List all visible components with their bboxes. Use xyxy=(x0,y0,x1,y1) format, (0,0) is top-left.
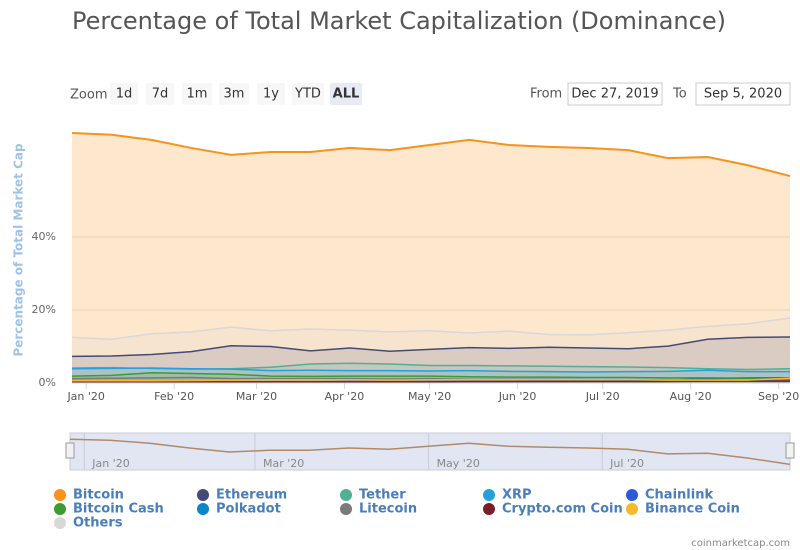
x-tick-label: Aug '20 xyxy=(670,390,712,403)
zoom-button-label[interactable]: 1m xyxy=(187,87,208,102)
y-tick-label: 20% xyxy=(32,303,56,316)
series-line xyxy=(71,336,791,358)
legend-label[interactable]: XRP xyxy=(502,488,532,503)
from-input[interactable] xyxy=(567,82,663,106)
navigator-handle[interactable] xyxy=(785,442,795,459)
legend-label[interactable]: Tether xyxy=(359,488,406,503)
legend-marker[interactable] xyxy=(197,489,209,501)
zoom-button[interactable] xyxy=(110,83,138,105)
legend-marker[interactable] xyxy=(626,489,638,501)
zoom-button[interactable] xyxy=(146,83,174,105)
zoom-button-label[interactable]: YTD xyxy=(294,87,321,102)
series-line xyxy=(71,372,791,380)
x-tick-label: Jul '20 xyxy=(585,390,620,403)
navigator-line xyxy=(69,438,791,466)
legend-label[interactable]: Bitcoin xyxy=(73,488,124,503)
legend-marker[interactable] xyxy=(54,503,66,515)
x-tick-label: Mar '20 xyxy=(236,390,277,403)
zoom-button[interactable] xyxy=(182,83,212,105)
legend-label[interactable]: Bitcoin Cash xyxy=(73,502,164,517)
x-tick-label: Feb '20 xyxy=(154,390,194,403)
series-line xyxy=(71,367,790,373)
zoom-button-label[interactable]: ALL xyxy=(333,87,360,102)
legend-marker[interactable] xyxy=(626,503,638,515)
navigator-tick-label: May '20 xyxy=(437,457,480,470)
zoom-button-label[interactable]: 1d xyxy=(116,87,133,102)
x-tick-label: Jun '20 xyxy=(498,390,537,403)
from-value[interactable]: Dec 27, 2019 xyxy=(571,87,658,102)
zoom-button[interactable] xyxy=(257,83,285,105)
legend-label[interactable]: Binance Coin xyxy=(645,502,740,517)
navigator[interactable] xyxy=(69,432,791,471)
y-tick-label: 40% xyxy=(32,230,56,243)
legend-marker[interactable] xyxy=(340,489,352,501)
legend-label[interactable]: Crypto.com Coin xyxy=(502,502,623,517)
series-line xyxy=(71,131,791,178)
to-label: To xyxy=(672,87,687,102)
zoom-button-label[interactable]: 7d xyxy=(152,87,169,102)
legend-marker[interactable] xyxy=(340,503,352,515)
zoom-button-label[interactable]: 3m xyxy=(224,87,245,102)
from-label: From xyxy=(530,87,562,102)
navigator-handle[interactable] xyxy=(65,442,75,459)
legend-marker[interactable] xyxy=(483,503,495,515)
series-line xyxy=(71,317,791,340)
x-tick-label: Apr '20 xyxy=(325,390,365,403)
credit: coinmarketcap.com xyxy=(691,538,790,549)
legend-label[interactable]: Others xyxy=(73,516,123,531)
y-tick-label: 0% xyxy=(39,376,56,389)
x-tick-label: May '20 xyxy=(408,390,451,403)
chart-title: Percentage of Total Market Capitalizatio… xyxy=(72,7,726,35)
legend-label[interactable]: Litecoin xyxy=(359,502,417,517)
zoom-button[interactable] xyxy=(330,83,362,105)
x-tick-label: Sep '20 xyxy=(758,390,799,403)
legend-marker[interactable] xyxy=(54,517,66,529)
to-input[interactable] xyxy=(695,82,791,106)
series-line xyxy=(72,380,790,383)
y-axis-title: Percentage of Total Market Cap xyxy=(12,143,26,357)
navigator-tick-label: Jul '20 xyxy=(609,457,644,470)
legend-marker[interactable] xyxy=(197,503,209,515)
to-value[interactable]: Sep 5, 2020 xyxy=(704,87,782,102)
x-tick-label: Jan '20 xyxy=(66,390,104,403)
legend-label[interactable]: Ethereum xyxy=(216,488,287,503)
legend-marker[interactable] xyxy=(483,489,495,501)
series-line xyxy=(72,377,791,382)
zoom-label: Zoom xyxy=(70,88,107,103)
legend-label[interactable]: Chainlink xyxy=(645,488,713,503)
area-fill xyxy=(72,132,790,383)
navigator-tick-label: Jan '20 xyxy=(91,457,129,470)
zoom-button-label[interactable]: 1y xyxy=(263,87,279,102)
zoom-button[interactable] xyxy=(292,83,324,105)
legend-label[interactable]: Polkadot xyxy=(216,502,281,517)
zoom-button[interactable] xyxy=(219,83,249,105)
legend-marker[interactable] xyxy=(54,489,66,501)
navigator-tick-label: Mar '20 xyxy=(263,457,304,470)
